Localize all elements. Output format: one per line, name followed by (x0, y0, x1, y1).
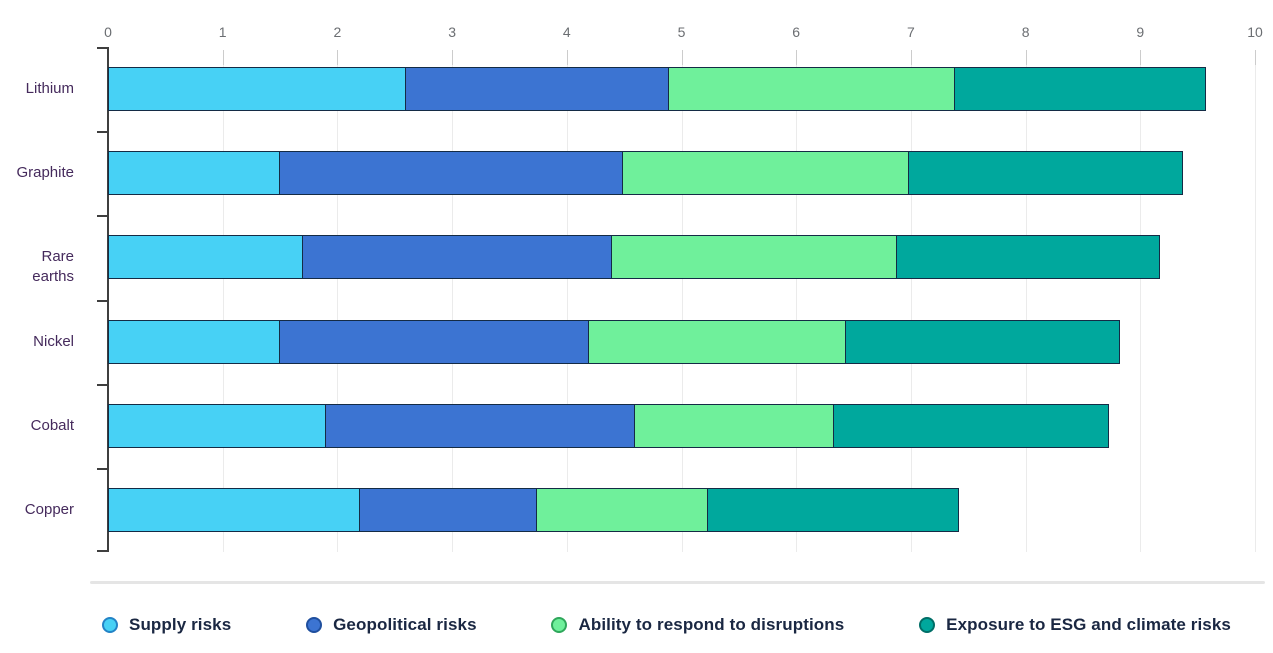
y-axis-tick (97, 550, 108, 552)
legend-dot-icon (919, 617, 936, 633)
x-tick-label: 8 (1021, 24, 1030, 40)
bar-segment (108, 151, 281, 195)
gridline-tick (1140, 50, 1142, 65)
bar-segment (108, 320, 281, 364)
category-label: Nickel (33, 333, 74, 350)
legend-item: Supply risks (102, 612, 231, 638)
bar-segment (622, 151, 909, 195)
bar-segment (633, 404, 835, 448)
gridline (796, 50, 798, 552)
x-tick-label: 3 (448, 24, 456, 40)
bar-row (108, 67, 1255, 111)
bar-segment (896, 235, 1161, 279)
plot-area (97, 47, 1256, 552)
y-axis-tick (97, 384, 108, 386)
x-axis-labels: 0 1 2 3 4 5 6 7 8 9 10 (104, 22, 1263, 42)
bar-segment (668, 67, 955, 111)
bar-row (108, 488, 1255, 532)
gridline-tick (910, 50, 912, 65)
x-tick-label: 9 (1136, 24, 1145, 40)
gridline-tick (566, 50, 568, 65)
x-tick-label: 4 (562, 24, 571, 40)
legend-label: Supply risks (129, 615, 232, 634)
gridline (910, 50, 912, 552)
bar-row (108, 404, 1255, 448)
bar-segment (108, 488, 361, 532)
bar-segment (279, 320, 589, 364)
category-label: Copper (24, 501, 74, 518)
bar-segment (587, 320, 846, 364)
bar-segment (301, 235, 612, 279)
legend-label: Exposure to ESG and climate risks (946, 615, 1231, 634)
gridline (452, 50, 454, 552)
bar-segment (279, 151, 624, 195)
legend-item: Ability to respond to disruptions (551, 612, 844, 638)
legend-label: Geopolitical risks (333, 615, 477, 634)
y-axis-tick (97, 47, 108, 49)
bar-row (108, 235, 1255, 279)
gridline (566, 50, 568, 552)
gridline-tick (1255, 50, 1256, 65)
bar-segment (844, 320, 1121, 364)
legend-item: Exposure to ESG and climate risks (919, 612, 1231, 638)
bar-segment (324, 404, 635, 448)
x-tick-label: 5 (677, 24, 686, 40)
legend-label: Ability to respond to disruptions (578, 615, 845, 634)
bar-segment (108, 67, 407, 111)
gridline (1140, 50, 1142, 552)
gridline-tick (681, 50, 683, 65)
x-tick-label: 2 (333, 24, 342, 40)
legend-dot-icon (102, 617, 118, 633)
gridline (1255, 50, 1256, 552)
gridline-tick (1025, 50, 1027, 65)
bar-segment (359, 488, 538, 532)
category-label: Graphite (16, 164, 74, 181)
y-axis-tick (97, 300, 108, 302)
y-axis-tick (97, 131, 108, 133)
gridline-tick (337, 50, 339, 65)
y-axis-tick (97, 215, 108, 217)
y-axis-tick (97, 468, 108, 470)
category-label: Lithium (25, 80, 74, 97)
bar-row (108, 151, 1255, 195)
bar-segment (610, 235, 898, 279)
legend: Supply risks Geopolitical risks Ability to… (102, 612, 1231, 638)
divider-line (90, 581, 1265, 584)
gridline-tick (452, 50, 454, 65)
category-labels: Lithium Graphite Rare earths Nickel Cobalt Co… (0, 47, 92, 552)
gridline (222, 50, 224, 552)
y-axis-line (107, 47, 109, 552)
legend-dot-icon (551, 617, 568, 633)
bar-row (108, 320, 1255, 364)
legend-dot-icon (306, 617, 323, 633)
x-tick-label: 1 (218, 24, 227, 40)
category-label: Rare earths (32, 248, 74, 285)
bar-segment (108, 404, 326, 448)
gridline (337, 50, 339, 552)
bar-segment (833, 404, 1109, 448)
bar-segment (405, 67, 670, 111)
legend-item: Geopolitical risks (306, 612, 477, 638)
x-tick-label: 10 (1247, 24, 1263, 40)
bar-segment (707, 488, 960, 532)
gridline (1025, 50, 1027, 552)
bar-segment (108, 235, 303, 279)
x-tick-label: 6 (792, 24, 801, 40)
gridline (681, 50, 683, 552)
bar-segment (953, 67, 1207, 111)
x-tick-label: 7 (906, 24, 915, 40)
bar-segment (907, 151, 1184, 195)
x-tick-label: 0 (104, 24, 112, 40)
category-label: Cobalt (30, 417, 74, 434)
gridline-tick (796, 50, 798, 65)
bar-segment (536, 488, 709, 532)
gridline-tick (222, 50, 224, 65)
